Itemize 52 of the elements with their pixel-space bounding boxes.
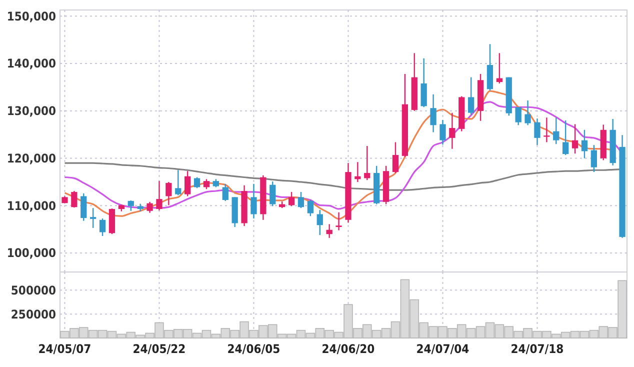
y-tick-label: 130,000 xyxy=(6,104,56,118)
candlestick xyxy=(524,100,531,126)
x-tick-label: 24/07/04 xyxy=(416,342,470,356)
candlestick xyxy=(194,176,200,189)
candlestick xyxy=(572,124,578,154)
candlestick xyxy=(534,118,540,146)
candlestick xyxy=(270,180,276,207)
candlestick xyxy=(449,112,456,150)
candlestick xyxy=(562,120,569,156)
y-tick-label: 100,000 xyxy=(6,246,56,260)
candlestick xyxy=(420,58,427,108)
candlestick xyxy=(298,191,304,209)
candlestick xyxy=(307,199,314,217)
candlestick xyxy=(128,200,134,212)
candlestick xyxy=(553,116,560,145)
y-tick-label: 500000 xyxy=(10,283,56,298)
y-tick-label: 150,000 xyxy=(6,9,56,24)
candlestick xyxy=(80,192,87,222)
x-tick-label: 24/05/07 xyxy=(38,342,92,356)
candlestick xyxy=(99,218,106,237)
candlestick xyxy=(203,178,210,190)
x-tick-label: 24/05/22 xyxy=(132,342,186,356)
candlestick xyxy=(515,106,522,126)
candlestick xyxy=(222,183,228,202)
candlestick xyxy=(581,129,588,159)
y-tick-label: 110,000 xyxy=(6,198,56,213)
candlestick xyxy=(326,224,332,238)
candlestick xyxy=(316,209,323,236)
candlestick xyxy=(336,212,342,231)
candlestick xyxy=(496,52,502,84)
candlestick xyxy=(590,144,597,173)
candlestick xyxy=(146,201,153,214)
candlestick xyxy=(166,181,172,206)
candlestick xyxy=(156,180,162,212)
candlestick xyxy=(364,145,370,181)
y-tick-label: 120,000 xyxy=(6,151,56,166)
candlestick xyxy=(175,170,182,196)
candlestick xyxy=(468,76,474,116)
x-tick-label: 24/06/20 xyxy=(322,342,375,356)
x-tick-label: 24/07/18 xyxy=(510,342,564,356)
candlestick xyxy=(392,142,399,174)
candlestick xyxy=(430,94,436,133)
candlestick xyxy=(184,170,191,197)
candlestick xyxy=(90,207,96,229)
candlestick xyxy=(71,190,78,208)
candlestick xyxy=(440,119,446,146)
candlestick xyxy=(250,183,257,220)
y-tick-label: 140,000 xyxy=(6,56,56,71)
x-tick-label: 24/06/05 xyxy=(227,342,280,356)
y-tick-label: 250000 xyxy=(10,307,56,322)
candlestick xyxy=(544,116,550,143)
candlestick xyxy=(288,191,295,207)
